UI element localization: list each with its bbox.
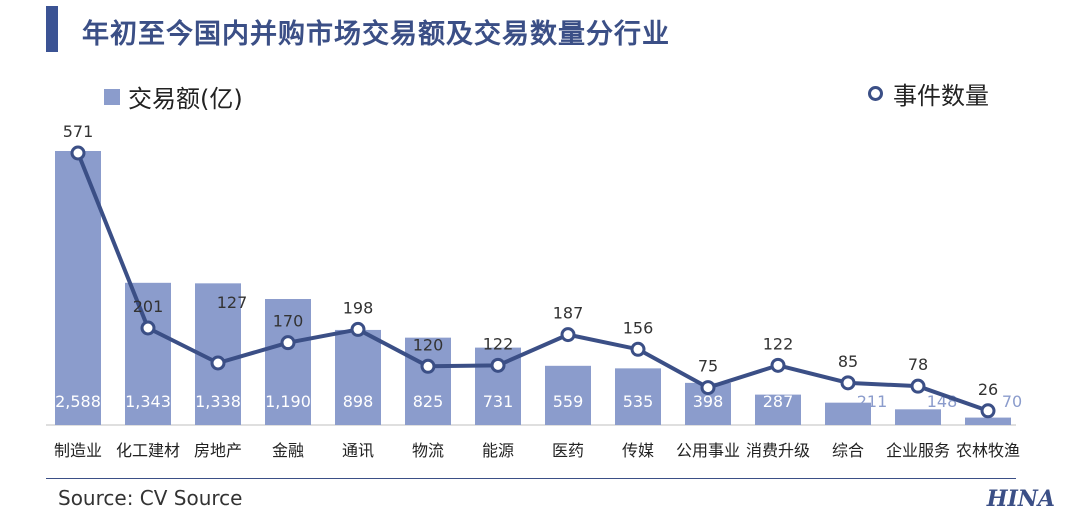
line-point-12 [910, 378, 926, 394]
line-point-2 [210, 355, 226, 371]
bar-value-label-13: 70 [1002, 392, 1022, 411]
bar-value-label-2: 1,338 [195, 392, 241, 411]
x-tick-label-10: 消费升级 [746, 441, 810, 460]
bar-value-label-8: 535 [623, 392, 654, 411]
source-note: Source: CV Source [58, 486, 243, 510]
line-point-3 [280, 335, 296, 351]
line-point-13 [980, 403, 996, 419]
bar-value-label-11: 211 [857, 392, 888, 411]
line-value-label-0: 571 [63, 122, 94, 141]
bar-13 [965, 417, 1011, 425]
line-point-11 [840, 375, 856, 391]
bar-value-label-7: 559 [553, 392, 584, 411]
x-tick-label-13: 农林牧渔 [956, 441, 1020, 460]
bar-value-label-10: 287 [763, 392, 794, 411]
line-point-7 [560, 327, 576, 343]
x-tick-label-6: 能源 [482, 441, 514, 460]
line-value-label-3: 170 [273, 312, 304, 331]
line-value-label-12: 78 [908, 355, 928, 374]
x-tick-label-8: 传媒 [622, 441, 654, 460]
line-value-label-7: 187 [553, 304, 584, 323]
line-point-9 [700, 380, 716, 396]
line-value-label-6: 122 [483, 334, 514, 353]
line-point-8 [630, 341, 646, 357]
line-point-4 [350, 321, 366, 337]
footer-rule [46, 478, 1016, 479]
line-value-label-8: 156 [623, 318, 654, 337]
bar-value-label-1: 1,343 [125, 392, 171, 411]
x-tick-label-7: 医药 [552, 441, 584, 460]
line-value-label-13: 26 [978, 380, 998, 399]
bar-value-label-6: 731 [483, 392, 514, 411]
bar-5 [405, 337, 451, 425]
title-accent-bar [46, 6, 58, 52]
bar-1 [125, 282, 171, 425]
legend-line-label: 事件数量 [893, 82, 989, 110]
x-tick-label-2: 房地产 [194, 441, 242, 460]
x-tick-label-0: 制造业 [54, 441, 102, 460]
line-value-label-4: 198 [343, 298, 374, 317]
x-tick-label-12: 企业服务 [886, 441, 950, 460]
x-tick-label-3: 金融 [272, 441, 304, 460]
x-tick-label-9: 公用事业 [676, 441, 740, 460]
line-value-label-11: 85 [838, 352, 858, 371]
line-point-1 [140, 320, 156, 336]
line-value-label-10: 122 [763, 334, 794, 353]
legend-bar-label: 交易额(亿) [128, 85, 243, 113]
bar-7 [545, 365, 591, 425]
bar-3 [265, 299, 311, 425]
line-value-label-9: 75 [698, 357, 718, 376]
legend-bar-item: 交易额(亿) [104, 79, 243, 114]
line-point-6 [490, 357, 506, 373]
bar-8 [615, 368, 661, 425]
x-tick-label-1: 化工建材 [116, 441, 180, 460]
legend-bar-swatch [104, 88, 120, 105]
bar-value-label-0: 2,588 [55, 392, 101, 411]
x-tick-label-11: 综合 [832, 441, 864, 460]
line-value-label-5: 120 [413, 335, 444, 354]
legend-line-item: 事件数量 [868, 76, 989, 111]
legend-line-marker [868, 86, 883, 101]
brand-logo: HINA [986, 486, 1055, 512]
x-tick-label-5: 物流 [412, 441, 444, 460]
chart-title: 年初至今国内并购市场交易额及交易数量分行业 [82, 19, 670, 50]
bar-10 [755, 394, 801, 425]
line-value-label-2: 127 [217, 293, 248, 312]
bar-value-label-4: 898 [343, 392, 374, 411]
bar-value-label-3: 1,190 [265, 392, 311, 411]
line-point-10 [770, 357, 786, 373]
bar-value-label-5: 825 [413, 392, 444, 411]
line-value-label-1: 201 [133, 297, 164, 316]
bar-12 [895, 409, 941, 425]
bar-value-label-9: 398 [693, 392, 724, 411]
bar-4 [335, 329, 381, 425]
line-point-0 [70, 145, 86, 161]
x-tick-label-4: 通讯 [342, 441, 374, 460]
line-series [76, 152, 989, 413]
bar-11 [825, 402, 871, 425]
line-point-5 [420, 358, 436, 374]
